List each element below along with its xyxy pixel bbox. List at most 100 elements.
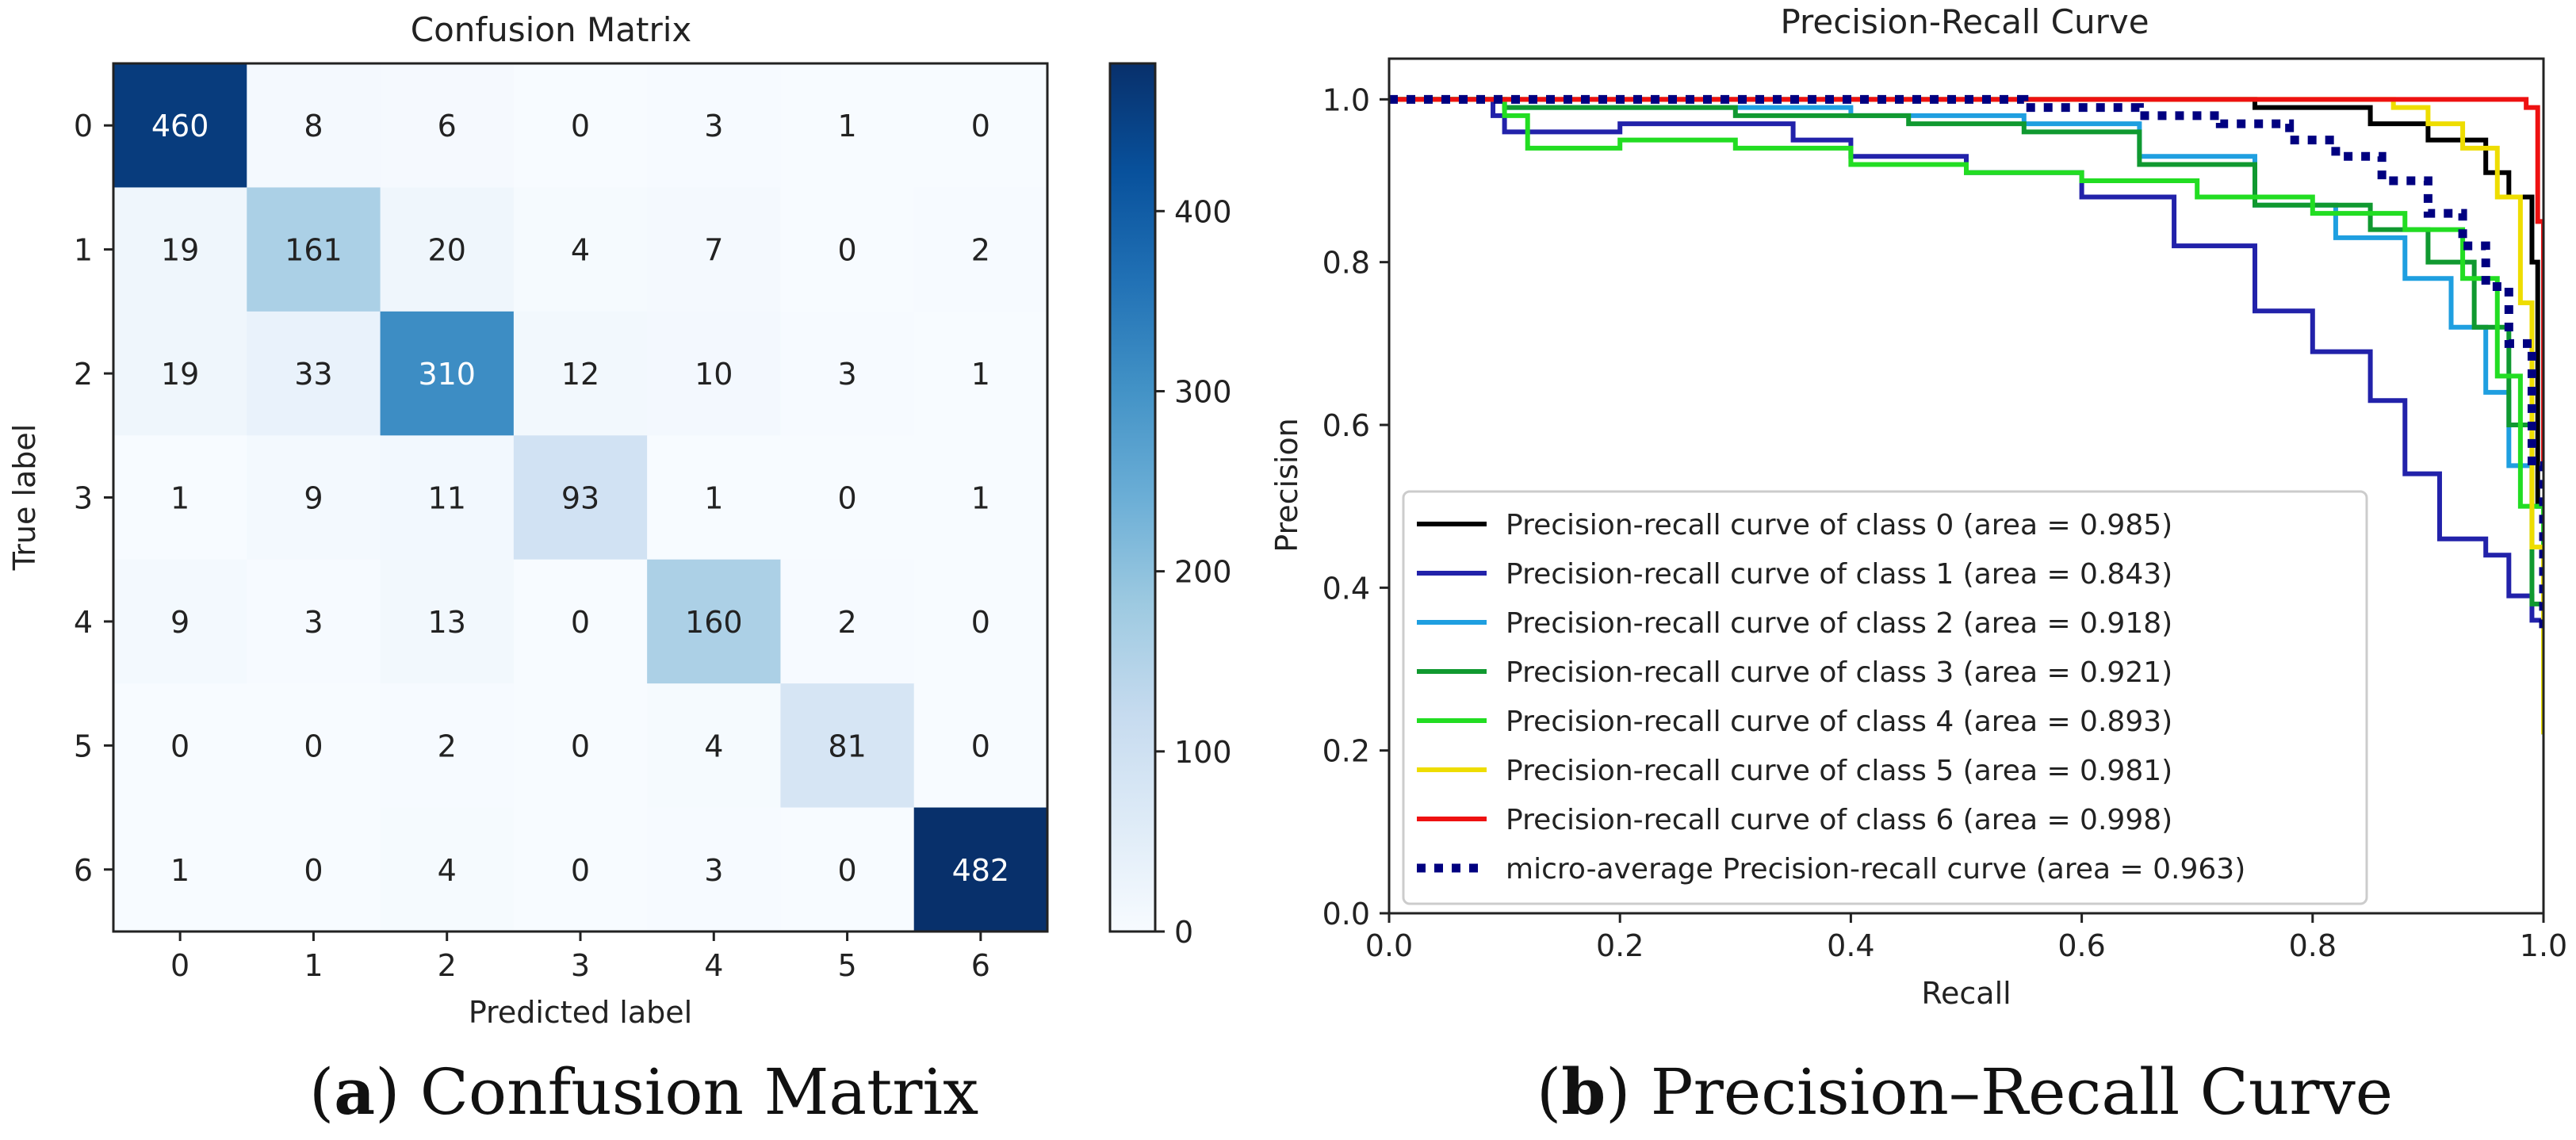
- cm-cell-value: 460: [151, 109, 209, 143]
- cm-cell: [380, 187, 515, 312]
- cm-cell-value: 0: [971, 729, 990, 763]
- cm-cell: [113, 187, 247, 312]
- cm-colorbar-ticks: 0 100 200 300 400: [1155, 194, 1232, 950]
- cm-x-tick-label: 1: [304, 948, 323, 983]
- pr-ylabel: Precision: [1269, 418, 1304, 553]
- cm-y-tick-label: 6: [74, 853, 93, 888]
- cm-y-tick-label: 3: [74, 481, 93, 516]
- pr-title: Precision-Recall Curve: [1780, 2, 2149, 41]
- cm-colorbar-tick-label: 200: [1174, 555, 1232, 590]
- cm-cell-value: 0: [571, 605, 590, 640]
- cm-cell: [780, 311, 915, 436]
- cm-cell: [513, 311, 648, 436]
- cm-x-tick-label: 2: [438, 948, 457, 983]
- cm-cells: 460 8 6 0 3 1 019 161 20 4 7 0 219 33 310 12 10 3 11 9 11 93 1…: [113, 63, 1048, 932]
- cm-cell: [247, 435, 381, 560]
- cm-cell: [380, 435, 515, 560]
- cm-y-tick-label: 1: [74, 233, 93, 268]
- cm-y-ticks: 0 1 2 3 4 5 6: [74, 109, 113, 888]
- cm-cell-value: 2: [971, 233, 990, 268]
- pr-series-line: [1389, 97, 2543, 735]
- cm-cell-value: 1: [170, 853, 189, 888]
- cm-cell: [913, 559, 1048, 684]
- cm-cell-value: 2: [438, 729, 457, 763]
- pr-frame: [1388, 57, 2545, 915]
- cm-cell: [247, 187, 381, 312]
- cm-cell-value: 10: [695, 357, 733, 392]
- pr-legend-label: Precision-recall curve of class 3 (area …: [1506, 656, 2172, 689]
- cm-cell-value: 81: [828, 729, 866, 763]
- cm-cell: [380, 63, 515, 188]
- cm-colorbar-tick-label: 100: [1174, 735, 1232, 770]
- pr-legend-label: Precision-recall curve of class 5 (area …: [1506, 755, 2172, 787]
- cm-cell-value: 19: [161, 357, 199, 392]
- cm-cell-value: 0: [170, 729, 189, 763]
- cm-cell-value: 0: [971, 605, 990, 640]
- cm-cell-value: 0: [837, 233, 856, 268]
- pr-legend-label: Precision-recall curve of class 4 (area …: [1506, 706, 2172, 738]
- pr-y-tick-label: 0.4: [1322, 571, 1370, 606]
- cm-cell-value: 1: [704, 481, 723, 516]
- cm-cell: [513, 683, 648, 809]
- cm-cell: [513, 63, 648, 188]
- cm-cell-value: 4: [704, 729, 723, 763]
- cm-cell: [780, 435, 915, 560]
- pr-legend: Precision-recall curve of class 0 (area …: [1402, 490, 2368, 905]
- pr-x-tick-label: 0.4: [1827, 928, 1874, 963]
- cm-cell-value: 161: [285, 233, 343, 268]
- pr-legend-label: Precision-recall curve of class 2 (area …: [1506, 607, 2172, 640]
- pr-legend-label: Precision-recall curve of class 6 (area …: [1506, 804, 2172, 836]
- pr-legend-label: micro-average Precision-recall curve (ar…: [1506, 853, 2245, 886]
- cm-cell-value: 13: [428, 605, 466, 640]
- pr-xlabel: Recall: [1921, 976, 2011, 1011]
- cm-cell-value: 0: [304, 853, 323, 888]
- cm-cell: [380, 683, 515, 809]
- pr-legend-box: [1402, 490, 2368, 905]
- cm-cell-value: 11: [428, 481, 466, 516]
- cm-cell: [247, 559, 381, 684]
- cm-cell: [113, 63, 247, 188]
- pr-series-line: [1389, 94, 2543, 629]
- caption-a-text: Confusion Matrix: [419, 1055, 979, 1129]
- cm-cell-value: 160: [685, 605, 743, 640]
- caption-b: (b) Precision–Recall Curve: [1537, 1054, 2394, 1129]
- pr-y-tick-label: 0.8: [1322, 246, 1370, 281]
- cm-cell-value: 1: [971, 357, 990, 392]
- cm-cell-value: 3: [704, 853, 723, 888]
- cm-x-tick-label: 0: [170, 948, 189, 983]
- cm-cell-value: 1: [170, 481, 189, 516]
- cm-cell: [780, 807, 915, 932]
- cm-y-tick-label: 2: [74, 357, 93, 392]
- cm-cell-value: 482: [952, 853, 1010, 888]
- pr-y-tick-label: 1.0: [1322, 82, 1370, 117]
- cm-cell-value: 0: [837, 481, 856, 516]
- cm-ylabel: True label: [7, 424, 42, 572]
- pr-x-tick-label: 0.6: [2057, 928, 2105, 963]
- cm-y-tick-label: 5: [74, 729, 93, 763]
- confusion-matrix-panel: Confusion Matrix 460 8 6 0 3 1 019 161 20 4 7 0 219 3…: [7, 10, 1232, 1030]
- cm-cell-value: 6: [438, 109, 457, 143]
- caption-b-letter: b: [1561, 1054, 1606, 1129]
- cm-cell-value: 0: [571, 109, 590, 143]
- pr-legend-label: Precision-recall curve of class 1 (area …: [1506, 558, 2172, 591]
- cm-cell-value: 4: [438, 853, 457, 888]
- cm-cell: [647, 683, 781, 809]
- cm-cell-value: 1: [837, 109, 856, 143]
- cm-cell: [780, 683, 915, 809]
- cm-cell: [647, 559, 781, 684]
- cm-colorbar-tick-label: 0: [1174, 915, 1193, 950]
- cm-cell: [913, 311, 1048, 436]
- cm-cell: [513, 559, 648, 684]
- cm-cell-value: 0: [571, 853, 590, 888]
- cm-cell: [780, 187, 915, 312]
- pr-x-ticks: 0.0 0.2 0.4 0.6 0.8 1.0: [1365, 913, 2567, 963]
- pr-y-tick-label: 0.2: [1322, 734, 1370, 769]
- cm-cell: [113, 311, 247, 436]
- cm-cell: [247, 63, 381, 188]
- cm-cell: [380, 559, 515, 684]
- cm-y-tick-label: 0: [74, 109, 93, 143]
- pr-x-tick-label: 0.0: [1365, 928, 1413, 963]
- cm-cell-value: 1: [971, 481, 990, 516]
- cm-cell-value: 12: [561, 357, 599, 392]
- pr-series-line: [1389, 97, 2543, 588]
